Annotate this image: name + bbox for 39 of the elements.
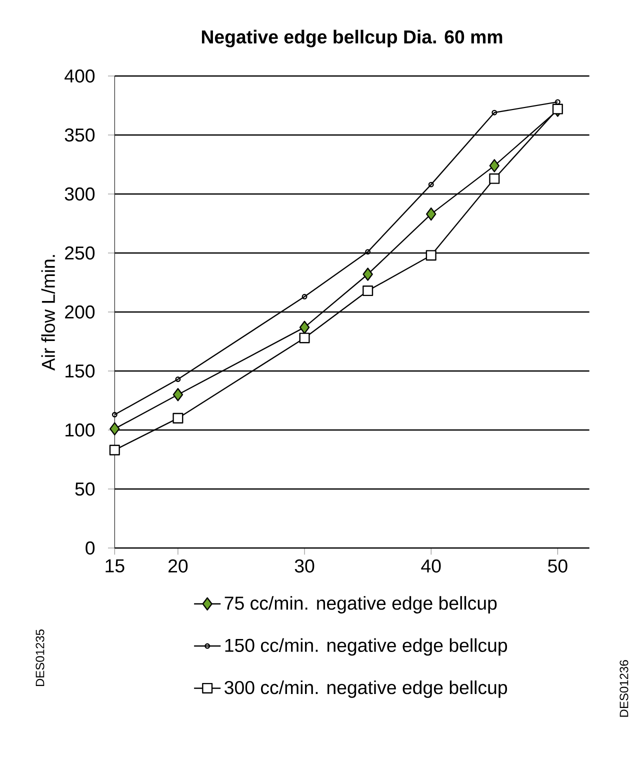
x-tick-label: 30 xyxy=(294,559,314,573)
y-tick-label: 300 xyxy=(64,187,95,201)
point xyxy=(299,320,310,334)
point xyxy=(175,376,181,382)
point xyxy=(365,249,371,255)
legend-label: 300 cc/min. negative edge bellcup xyxy=(224,680,508,698)
x-tick-label: 50 xyxy=(548,559,568,573)
point xyxy=(172,388,184,402)
y-tick-label: 150 xyxy=(66,364,95,378)
y-tick-label: 250 xyxy=(65,246,95,260)
y-tick-label: 100 xyxy=(66,423,95,437)
point xyxy=(489,173,500,184)
y-tick-label: 400 xyxy=(64,69,95,83)
point xyxy=(362,285,374,296)
legend-label: 150 cc/min. negative edge bellcup xyxy=(225,638,508,656)
x-tick-label: 40 xyxy=(421,559,441,573)
x-tick-label: 20 xyxy=(168,559,188,573)
legend-label: 75 cc/min. negative edge bellcup xyxy=(224,596,497,614)
point xyxy=(302,294,308,300)
text: DES01236 xyxy=(620,660,628,717)
y-tick-label: 0 xyxy=(86,541,95,555)
point xyxy=(172,412,184,424)
point xyxy=(426,250,436,261)
y-tick-label: 350 xyxy=(64,128,95,142)
point xyxy=(489,159,500,172)
text: DES01235 xyxy=(36,629,44,686)
point xyxy=(362,268,373,281)
point xyxy=(492,110,498,116)
chart-title: Negative edge bellcup Dia. 60 mm xyxy=(202,30,502,48)
point xyxy=(110,422,120,436)
point xyxy=(426,207,436,221)
point xyxy=(428,182,434,188)
y-tick-label: 200 xyxy=(65,305,95,319)
point xyxy=(109,444,120,456)
y-axis-title: Air flow L/min. xyxy=(41,255,55,371)
point xyxy=(299,332,310,344)
point xyxy=(552,104,563,114)
y-tick-label: 50 xyxy=(75,482,95,496)
x-tick-label: 15 xyxy=(106,559,124,572)
